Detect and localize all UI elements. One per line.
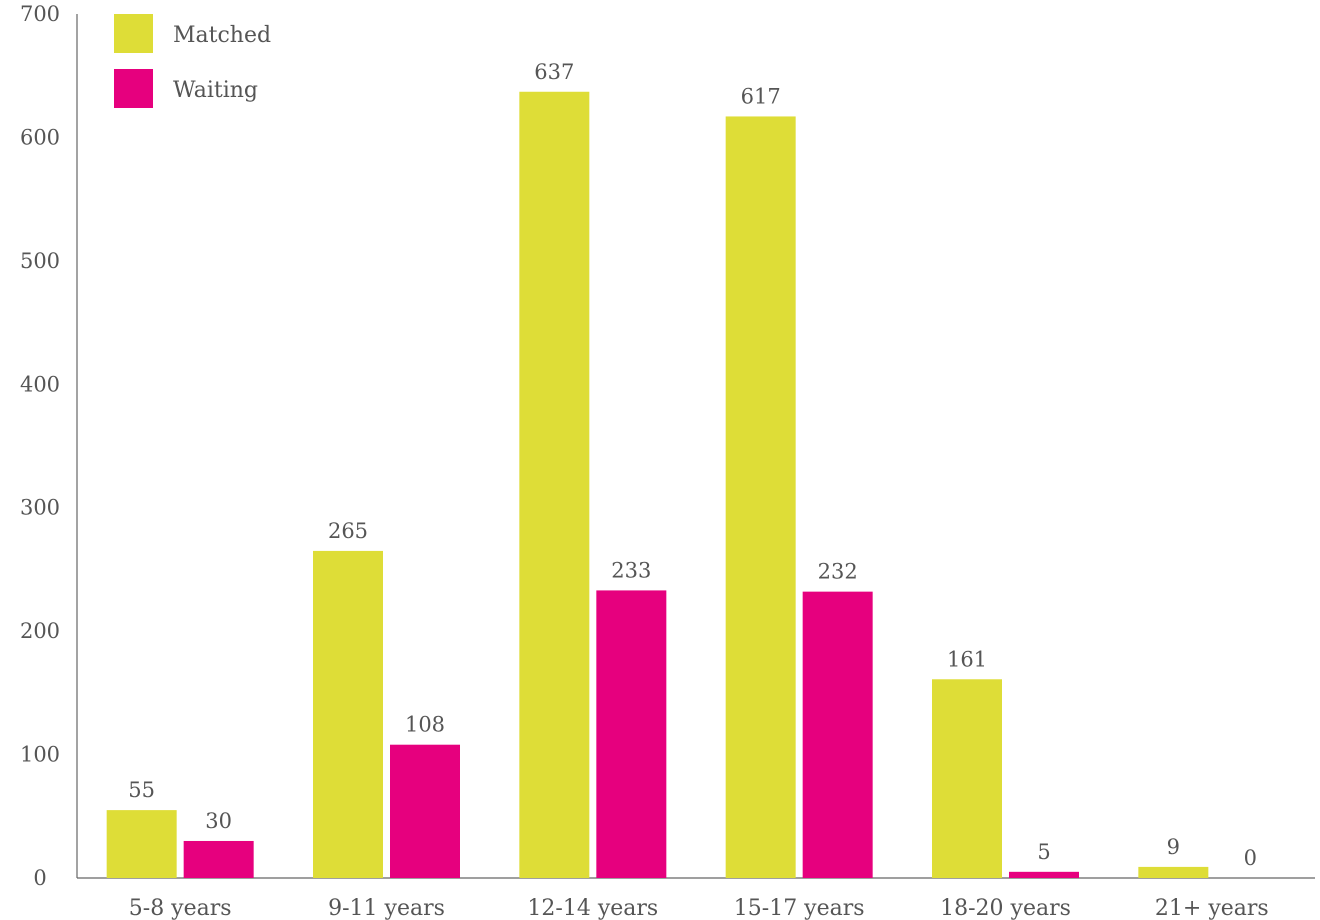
bar-waiting [183, 840, 254, 878]
data-label-matched: 161 [947, 647, 987, 671]
data-label-waiting: 0 [1244, 846, 1257, 870]
data-labels-group: 55 30 265 108 637 233 617 232 161 5 9 0 [128, 60, 1257, 870]
data-label-matched: 637 [534, 60, 574, 84]
legend-label-matched: Matched [173, 23, 271, 48]
y-tick-label: 200 [20, 619, 60, 643]
data-label-waiting: 232 [818, 560, 858, 584]
bar-matched [1138, 866, 1209, 878]
data-label-matched: 617 [741, 84, 781, 108]
data-label-waiting: 108 [405, 713, 445, 737]
y-tick-label: 600 [20, 125, 60, 149]
legend-label-waiting: Waiting [173, 78, 258, 103]
data-label-waiting: 233 [611, 558, 651, 582]
bar-matched [106, 810, 177, 878]
x-category-label: 15-17 years [734, 896, 865, 920]
bar-waiting [802, 591, 873, 878]
y-tick-label: 700 [20, 2, 60, 26]
bar-waiting [390, 744, 460, 878]
data-label-waiting: 30 [205, 809, 232, 833]
legend-swatch-matched [114, 14, 153, 53]
bar-matched [313, 550, 383, 878]
bar-waiting [596, 590, 667, 878]
bar-matched [725, 116, 796, 878]
bar-matched [519, 91, 590, 878]
bars-group [106, 91, 1209, 878]
y-tick-label: 300 [20, 496, 60, 520]
data-label-matched: 9 [1167, 835, 1180, 859]
data-label-waiting: 5 [1037, 840, 1050, 864]
category-labels-group: 5-8 years 9-11 years 12-14 years 15-17 year… [129, 896, 1269, 920]
x-category-label: 21+ years [1155, 896, 1269, 920]
y-tick-label: 0 [33, 866, 46, 890]
y-tick-label: 500 [20, 249, 60, 273]
data-label-matched: 265 [328, 519, 368, 543]
x-category-label: 9-11 years [328, 896, 445, 920]
y-tick-label: 100 [20, 743, 60, 767]
bar-matched [932, 679, 1002, 878]
y-axis-ticks: 0 100 200 300 400 500 600 700 [20, 2, 60, 890]
x-category-label: 12-14 years [527, 896, 658, 920]
bar-waiting [1009, 871, 1079, 878]
data-label-matched: 55 [128, 778, 155, 802]
legend: Matched Waiting [114, 14, 271, 108]
x-category-label: 5-8 years [129, 896, 232, 920]
y-tick-label: 400 [20, 372, 60, 396]
x-category-label: 18-20 years [940, 896, 1071, 920]
legend-swatch-waiting [114, 69, 153, 108]
